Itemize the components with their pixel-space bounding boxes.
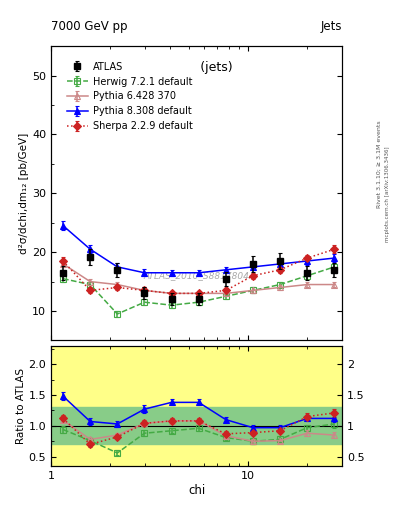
Y-axis label: d²σ/dchi,dm₁₂ [pb/GeV]: d²σ/dchi,dm₁₂ [pb/GeV] (19, 133, 29, 254)
Text: mcplots.cern.ch [arXiv:1306.3436]: mcplots.cern.ch [arXiv:1306.3436] (385, 147, 389, 242)
Text: χ (jets): χ (jets) (189, 61, 233, 74)
Text: Rivet 3.1.10; ≥ 3.1M events: Rivet 3.1.10; ≥ 3.1M events (377, 120, 382, 208)
Bar (51, 346, 342, 466)
Bar (51, 408, 342, 444)
Legend: ATLAS, Herwig 7.2.1 default, Pythia 6.428 370, Pythia 8.308 default, Sherpa 2.2.: ATLAS, Herwig 7.2.1 default, Pythia 6.42… (62, 57, 198, 136)
X-axis label: chi: chi (188, 483, 205, 497)
Y-axis label: Ratio to ATLAS: Ratio to ATLAS (16, 368, 26, 444)
Text: ATLAS_2010_S8817804: ATLAS_2010_S8817804 (143, 271, 250, 280)
Text: Jets: Jets (320, 20, 342, 33)
Text: 7000 GeV pp: 7000 GeV pp (51, 20, 128, 33)
